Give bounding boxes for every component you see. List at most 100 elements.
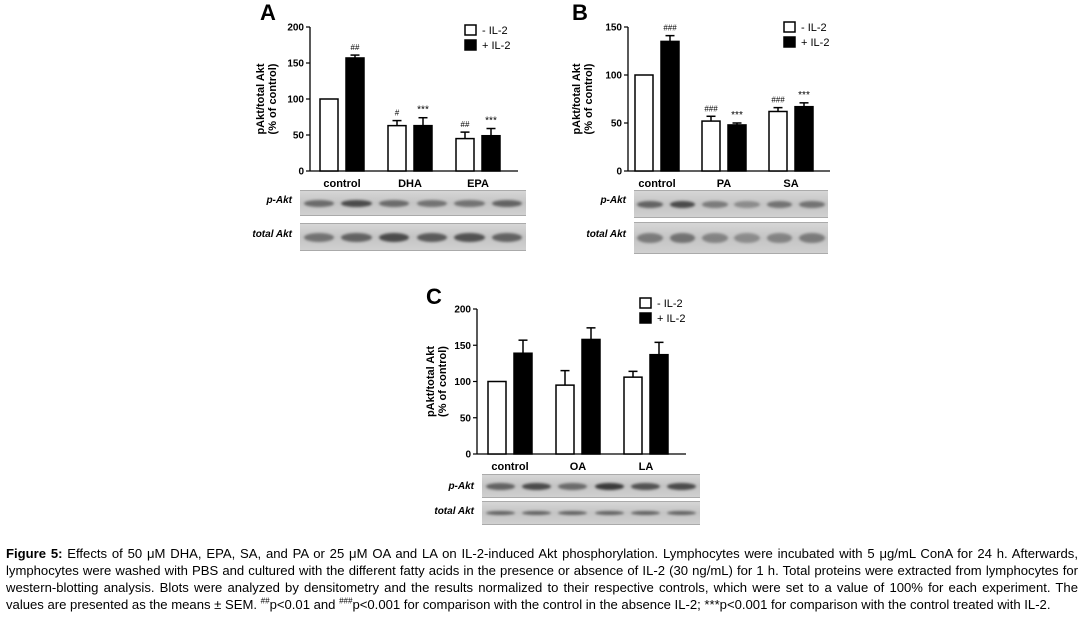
blot-band <box>667 482 697 490</box>
y-tick-label: 200 <box>454 305 471 316</box>
panel-letter: B <box>572 0 588 25</box>
blot-band <box>630 511 661 515</box>
blot-band <box>416 199 447 207</box>
blot-label-pakt: p-Akt <box>266 195 292 206</box>
y-axis-label-units: (% of control) <box>583 63 595 134</box>
blot-band <box>521 482 552 490</box>
blot-band <box>637 200 664 208</box>
y-axis-label: pAkt/total Akt <box>425 346 437 417</box>
blot-band <box>454 232 485 242</box>
blot-band <box>521 511 552 515</box>
bar <box>319 98 339 172</box>
x-tick-label: LA <box>639 461 654 473</box>
legend-swatch <box>639 312 652 324</box>
x-tick-label: control <box>323 178 360 190</box>
legend-swatch <box>783 36 796 48</box>
bar <box>794 105 814 172</box>
y-tick-label: 50 <box>293 131 305 142</box>
y-tick-label: 150 <box>454 341 471 352</box>
western-blot-pakt <box>482 474 700 498</box>
bar <box>660 40 680 172</box>
blot-band <box>766 233 793 243</box>
bar <box>623 376 643 455</box>
significance-mark: ## <box>461 120 470 129</box>
bar <box>455 137 475 172</box>
significance-mark: *** <box>485 116 497 127</box>
y-tick-label: 50 <box>611 119 623 130</box>
blot-label-total-akt: total Akt <box>252 229 292 240</box>
blot-label-pakt: p-Akt <box>600 195 626 206</box>
x-tick-label: DHA <box>398 178 422 190</box>
blot-label-pakt: p-Akt <box>448 481 474 492</box>
western-blot-total-akt <box>634 222 828 254</box>
blot-band <box>379 232 410 242</box>
x-tick-label: OA <box>570 461 587 473</box>
bar <box>727 124 747 172</box>
legend-swatch <box>464 39 477 51</box>
western-blot-total-akt <box>482 501 700 525</box>
blot-label-total-akt: total Akt <box>434 506 474 517</box>
western-blot-total-akt <box>300 223 526 251</box>
caption-sup-1: ## <box>260 596 270 606</box>
y-tick-label: 100 <box>454 377 471 388</box>
bar <box>487 380 507 455</box>
caption-text-1: Effects of 50 μM DHA, EPA, SA, and PA or… <box>6 546 1078 612</box>
bar <box>345 57 365 172</box>
bar <box>555 384 575 455</box>
panel-letter: A <box>260 0 276 25</box>
blot-band <box>485 511 515 515</box>
blot-band <box>485 482 515 490</box>
blot-band <box>303 199 334 207</box>
y-tick-label: 0 <box>465 450 471 461</box>
x-tick-label: EPA <box>467 178 489 190</box>
blot-band <box>416 232 447 242</box>
legend-label: + IL-2 <box>657 313 685 325</box>
legend-swatch <box>639 297 652 309</box>
caption-label: Figure 5: <box>6 546 63 561</box>
blot-band <box>669 200 696 208</box>
blot-band <box>341 199 372 207</box>
blot-band <box>669 233 696 243</box>
blot-band <box>303 232 334 242</box>
blot-band <box>341 232 372 242</box>
bar <box>581 338 601 455</box>
y-tick-label: 150 <box>605 23 622 34</box>
legend-swatch <box>783 21 796 33</box>
significance-mark: # <box>395 109 400 118</box>
significance-mark: ## <box>351 43 360 52</box>
blot-band <box>558 482 588 490</box>
y-axis-label: pAkt/total Akt <box>571 63 583 134</box>
y-tick-label: 200 <box>287 23 304 34</box>
x-tick-label: control <box>638 178 675 190</box>
blot-band <box>637 233 664 243</box>
caption-text-3: p<0.001 for comparison with the control … <box>352 597 1051 612</box>
significance-mark: ### <box>663 24 677 33</box>
blot-band <box>734 233 761 243</box>
bar <box>649 353 669 455</box>
legend-swatch <box>464 24 477 36</box>
y-tick-label: 100 <box>287 95 304 106</box>
blot-band <box>379 199 410 207</box>
y-tick-label: 50 <box>460 413 472 424</box>
blot-band <box>594 511 624 515</box>
panel-letter: C <box>426 284 442 309</box>
bar <box>387 124 407 172</box>
y-axis-label-units: (% of control) <box>437 346 449 417</box>
blot-band <box>798 233 825 243</box>
significance-mark: ### <box>771 96 785 105</box>
blot-band <box>594 482 624 490</box>
blot-band <box>630 482 661 490</box>
significance-mark: ### <box>704 104 718 113</box>
blot-label-total-akt: total Akt <box>586 229 626 240</box>
x-tick-label: PA <box>717 178 732 190</box>
blot-band <box>701 233 728 243</box>
y-tick-label: 0 <box>298 167 304 178</box>
western-blot-pakt <box>634 190 828 218</box>
legend-label: + IL-2 <box>482 40 510 52</box>
